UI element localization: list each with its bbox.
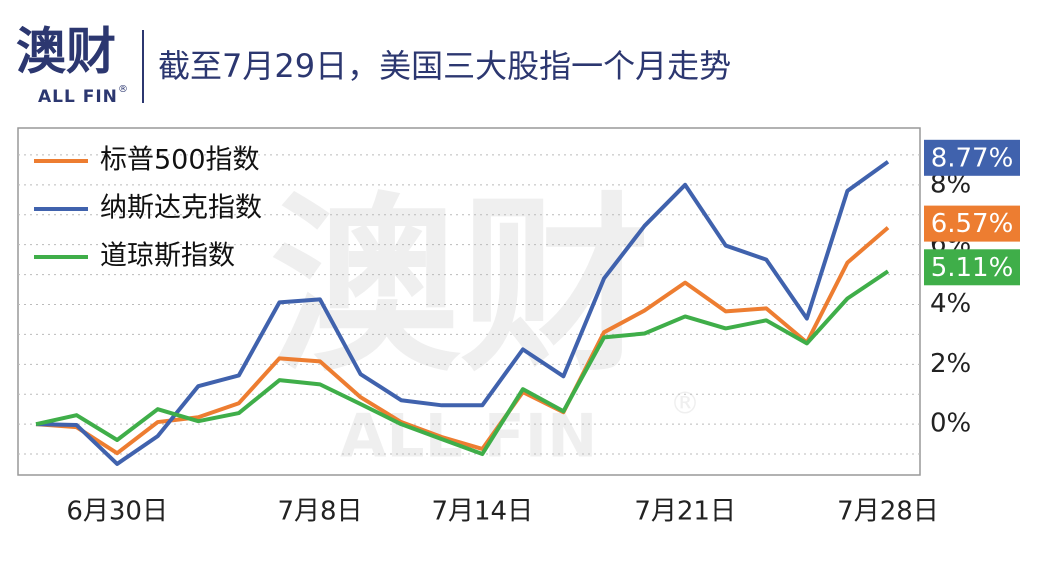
legend-label: 道琼斯指数 [100, 241, 235, 272]
value-label: 6.57% [931, 209, 1014, 239]
x-tick-label: 7月28日 [837, 497, 939, 527]
watermark-text: 澳财 [270, 176, 650, 397]
legend-label: 标普500指数 [100, 145, 260, 176]
series-line [35, 269, 890, 457]
x-tick-label: 7月21日 [634, 497, 736, 527]
x-tick-label: 7月14日 [431, 497, 533, 527]
legend-label: 纳斯达克指数 [100, 193, 262, 224]
value-label: 8.77% [931, 143, 1014, 173]
y-tick-label: 0% [930, 409, 971, 439]
value-label: 5.11% [931, 253, 1014, 283]
y-tick-label: 2% [930, 349, 971, 379]
logo-mark: ® [118, 84, 128, 95]
chart-title: 截至7月29日，美国三大股指一个月走势 [158, 47, 731, 85]
series-line [35, 160, 890, 466]
watermark-mark: ® [670, 387, 700, 422]
value-label-box [924, 205, 1020, 242]
x-tick-label: 7月8日 [277, 497, 362, 527]
plot-frame [17, 127, 921, 476]
x-tick-label: 6月30日 [66, 497, 168, 527]
logo: 澳财 [16, 23, 116, 81]
series-line [35, 226, 890, 456]
logo-sub: ALL FIN [38, 87, 118, 107]
watermark: 澳财 ALL FIN ® [270, 176, 700, 471]
value-label-box [924, 139, 1020, 176]
value-label-box [924, 249, 1020, 286]
y-tick-label: 4% [930, 289, 971, 319]
